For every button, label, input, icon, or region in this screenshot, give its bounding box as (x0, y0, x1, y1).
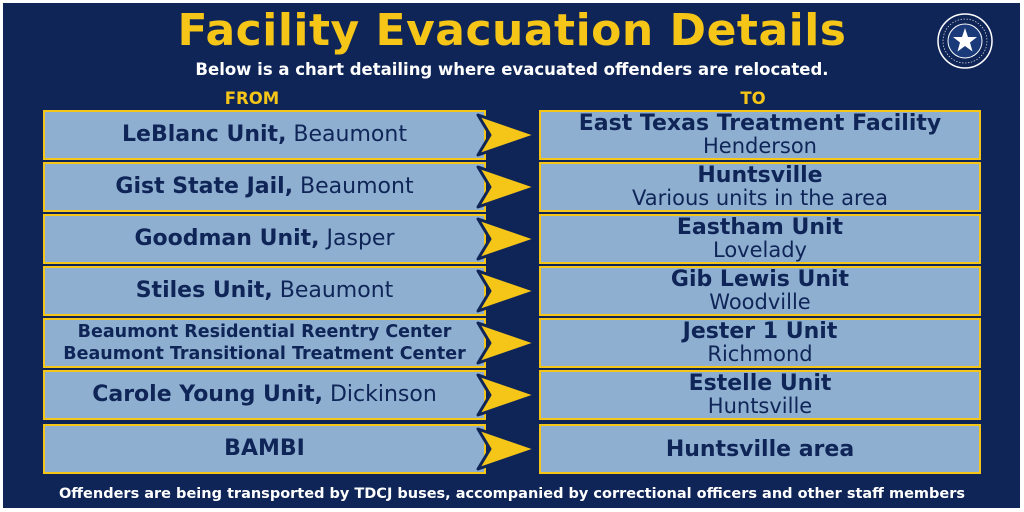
from-facility-line: Beaumont Transitional Treatment Center (63, 344, 466, 364)
from-unit-name: Carole Young Unit, (92, 382, 323, 407)
page-subtitle: Below is a chart detailing where evacuat… (195, 60, 829, 79)
footer-note: Offenders are being transported by TDCJ … (58, 486, 966, 502)
from-unit-name: Goodman Unit, (134, 226, 320, 251)
arrow-right-icon (476, 427, 538, 471)
from-cell: LeBlanc Unit, Beaumont (43, 110, 486, 160)
arrow-right-icon (476, 269, 538, 313)
to-city: Henderson (702, 134, 817, 158)
arrow-right-icon (476, 113, 538, 157)
relocation-row: LeBlanc Unit, Beaumont East Texas Treatm… (0, 110, 1024, 160)
from-unit-name: Gist State Jail, (115, 174, 294, 199)
from-cell: Stiles Unit, Beaumont (43, 266, 486, 316)
from-city: Beaumont (293, 174, 414, 199)
arrow-right-icon (476, 321, 538, 365)
from-cell: Goodman Unit, Jasper (43, 214, 486, 264)
to-cell: Huntsville Various units in the area (539, 162, 981, 212)
to-unit-name: Jester 1 Unit (682, 319, 838, 344)
to-cell: Jester 1 Unit Richmond (539, 318, 981, 368)
from-cell: Carole Young Unit, Dickinson (43, 370, 486, 420)
from-city: Jasper (319, 226, 395, 251)
to-city: Lovelady (713, 238, 807, 262)
to-city: Richmond (707, 342, 813, 366)
page-title: Facility Evacuation Details (177, 5, 847, 56)
arrow-right-icon (476, 217, 538, 261)
to-unit-name: Gib Lewis Unit (670, 267, 850, 292)
to-city: Various units in the area (632, 186, 888, 210)
relocation-row: Stiles Unit, Beaumont Gib Lewis Unit Woo… (0, 266, 1024, 316)
relocation-row: Gist State Jail, Beaumont Huntsville Var… (0, 162, 1024, 212)
tdcj-seal-icon (937, 13, 993, 69)
from-unit-name: Stiles Unit, (135, 278, 273, 303)
relocation-row: Carole Young Unit, Dickinson Estelle Uni… (0, 370, 1024, 420)
relocation-row: BAMBI Huntsville area (0, 424, 1024, 474)
from-city: Dickinson (322, 382, 437, 407)
to-cell: East Texas Treatment Facility Henderson (539, 110, 981, 160)
from-unit-name: BAMBI (224, 436, 305, 461)
to-city: Huntsville (707, 394, 813, 418)
relocation-row: Goodman Unit, Jasper Eastham Unit Lovela… (0, 214, 1024, 264)
arrow-right-icon (476, 165, 538, 209)
to-unit-name: Estelle Unit (688, 371, 832, 396)
from-city: Beaumont (272, 278, 394, 303)
from-cell: Gist State Jail, Beaumont (43, 162, 486, 212)
from-city: Beaumont (286, 122, 407, 147)
arrow-right-icon (476, 373, 538, 417)
to-cell: Gib Lewis Unit Woodville (539, 266, 981, 316)
to-unit-name: Huntsville (697, 163, 823, 188)
to-unit-name: East Texas Treatment Facility (578, 111, 942, 136)
from-cell: BAMBI (43, 424, 486, 474)
from-column-header: FROM (224, 89, 280, 108)
from-unit-name: LeBlanc Unit, (122, 122, 287, 147)
to-unit-name: Huntsville area (665, 436, 855, 462)
to-city: Woodville (709, 290, 811, 314)
from-cell: Beaumont Residential Reentry Center Beau… (43, 318, 486, 368)
to-cell: Estelle Unit Huntsville (539, 370, 981, 420)
to-cell: Eastham Unit Lovelady (539, 214, 981, 264)
to-unit-name: Eastham Unit (676, 215, 844, 240)
relocation-row: Beaumont Residential Reentry Center Beau… (0, 318, 1024, 368)
from-facility-line: Beaumont Residential Reentry Center (77, 322, 452, 342)
to-column-header: TO (740, 89, 766, 108)
to-cell: Huntsville area (539, 424, 981, 474)
